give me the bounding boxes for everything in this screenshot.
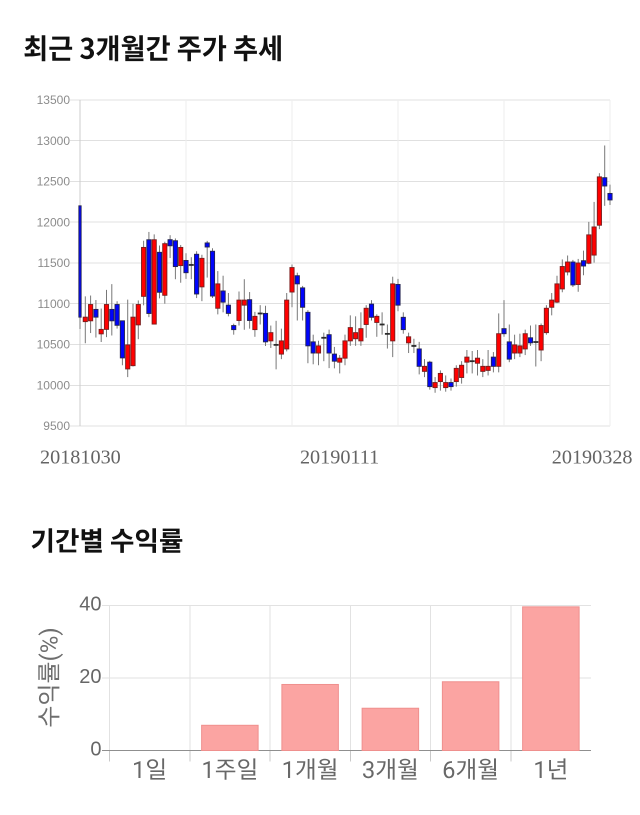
svg-text:9500: 9500	[43, 419, 70, 433]
svg-text:11000: 11000	[38, 297, 71, 311]
svg-text:13000: 13000	[37, 134, 71, 148]
svg-text:20190328: 20190328	[552, 447, 633, 469]
svg-text:12000: 12000	[37, 215, 71, 229]
svg-text:12500: 12500	[37, 175, 71, 189]
svg-text:40: 40	[79, 594, 101, 616]
svg-text:10500: 10500	[37, 338, 71, 352]
svg-text:11500: 11500	[38, 256, 71, 270]
svg-text:20190111: 20190111	[300, 447, 379, 469]
svg-text:13500: 13500	[37, 93, 71, 107]
svg-text:20181030: 20181030	[40, 447, 121, 469]
svg-text:0: 0	[90, 739, 101, 761]
svg-text:10000: 10000	[37, 378, 71, 392]
svg-text:20: 20	[79, 666, 101, 688]
